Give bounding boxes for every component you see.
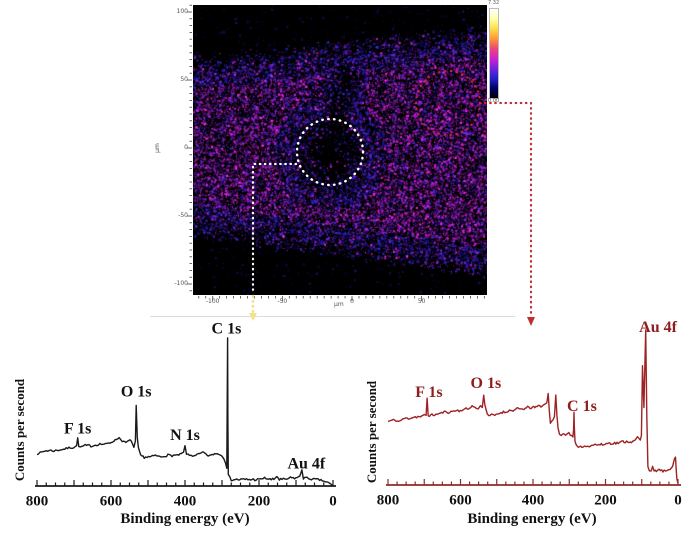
right-spectrum-x-tick-label: 0 [674,492,682,508]
colorbar-min-label: 0.00 [488,98,500,104]
map-x-tick-label: -50 [277,298,288,305]
map-y-tick-label: 50 [180,76,188,83]
left-spectrum-x-tick-label: 800 [26,493,49,509]
left-connector-arrowhead [249,313,257,321]
left-chart-xlabel: Binding energy (eV) [120,511,250,527]
map-x-tick-label: 50 [417,298,426,305]
left-spectrum-x-tick-label: 200 [248,493,271,509]
right-chart-ylabel: Counts per second [364,380,379,484]
left-chart-ylabel: Counts per second [12,378,27,482]
right-spectrum-curve [387,329,679,484]
map-y-axis-unit: μm [153,143,161,153]
left-spectrum-x-tick-label: 400 [174,493,197,509]
right-connector-arrowhead [527,317,535,326]
left-spectrum-peak-label: F 1s [64,420,91,437]
right-spectrum-peak-label: F 1s [415,384,442,401]
left-spectrum-peak-label: O 1s [121,383,152,400]
colorbar [489,8,499,99]
colorbar-max-label: 7.32 [488,0,500,6]
map-x-axis-unit: μm [334,301,344,308]
map-y-tick-label: -50 [178,212,188,219]
map-x-tick-label: 0 [350,298,354,305]
right-spectrum-x-tick-label: 600 [449,492,472,508]
left-spectrum-x-tick-label: 0 [329,493,337,509]
right-spectrum-x-tick-label: 800 [377,492,400,508]
left-spectrum-peak-label: Au 4f [287,456,325,473]
map-y-tick-label: -100 [174,280,188,287]
right-spectrum-x-tick-label: 400 [522,492,545,508]
left-spectrum-x-tick-label: 600 [100,493,123,509]
map-y-tick-label: 100 [176,8,188,15]
right-spectrum-peak-label: Au 4f [639,319,677,336]
right-spectrum-x-tick-label: 200 [594,492,617,508]
right-spectrum-peak-label: C 1s [567,398,597,415]
right-connector-line [478,101,533,318]
xps-map-image [193,5,487,295]
map-y-tick-label: 0 [184,144,188,151]
left-spectrum-peak-label: N 1s [170,427,200,444]
map-x-tick-label: -100 [205,298,220,305]
left-spectrum-peak-label: C 1s [212,321,242,338]
right-chart-xlabel: Binding energy (eV) [467,511,597,527]
right-spectrum-peak-label: O 1s [471,375,502,392]
instrument-panel-border [150,316,515,317]
left-spectrum-curve [36,337,334,487]
